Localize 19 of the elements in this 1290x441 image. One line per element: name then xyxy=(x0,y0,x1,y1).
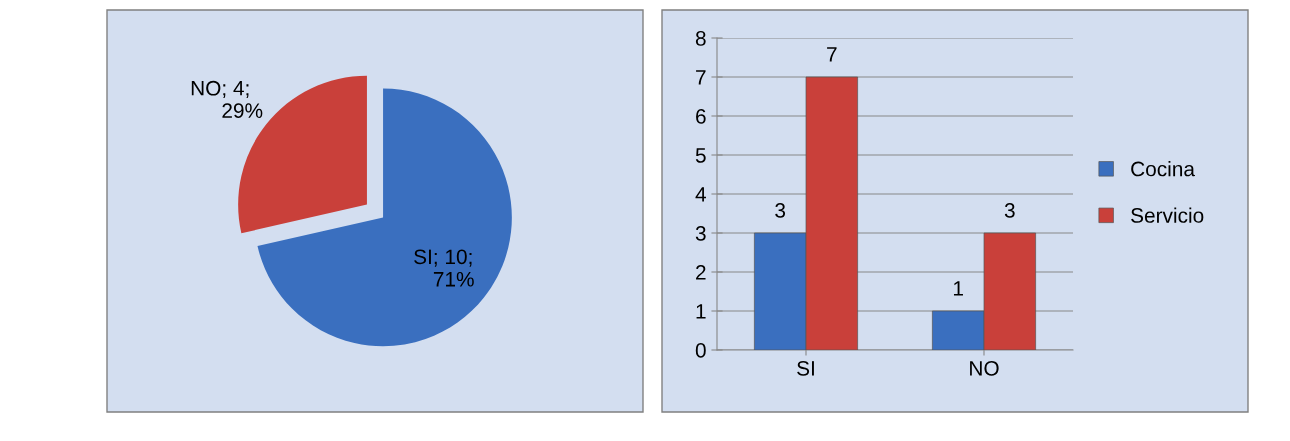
y-tick-label: 5 xyxy=(695,148,706,163)
legend-label: Servicio xyxy=(1131,207,1204,223)
data-label: 3 xyxy=(1004,203,1015,218)
y-tick-label: 8 xyxy=(695,31,706,46)
slice-label: NO xyxy=(191,80,221,96)
data-label: 3 xyxy=(775,203,786,218)
y-tick-label: 0 xyxy=(695,343,706,358)
data-label: 7 xyxy=(827,47,837,62)
y-tick-label: 7 xyxy=(696,70,706,85)
y-tick-label: 1 xyxy=(696,304,706,319)
slice-label: SI xyxy=(414,249,431,265)
data-label: 1 xyxy=(953,281,963,296)
y-tick-label: 2 xyxy=(696,265,706,280)
y-tick-label: 4 xyxy=(695,187,706,202)
y-tick-label: 6 xyxy=(696,109,706,124)
y-tick-label: 3 xyxy=(695,226,706,241)
data-label: ; 10; 71% xyxy=(433,249,474,287)
legend-label: Cocina xyxy=(1131,161,1195,177)
data-label: ; 4; 29% xyxy=(222,81,263,118)
